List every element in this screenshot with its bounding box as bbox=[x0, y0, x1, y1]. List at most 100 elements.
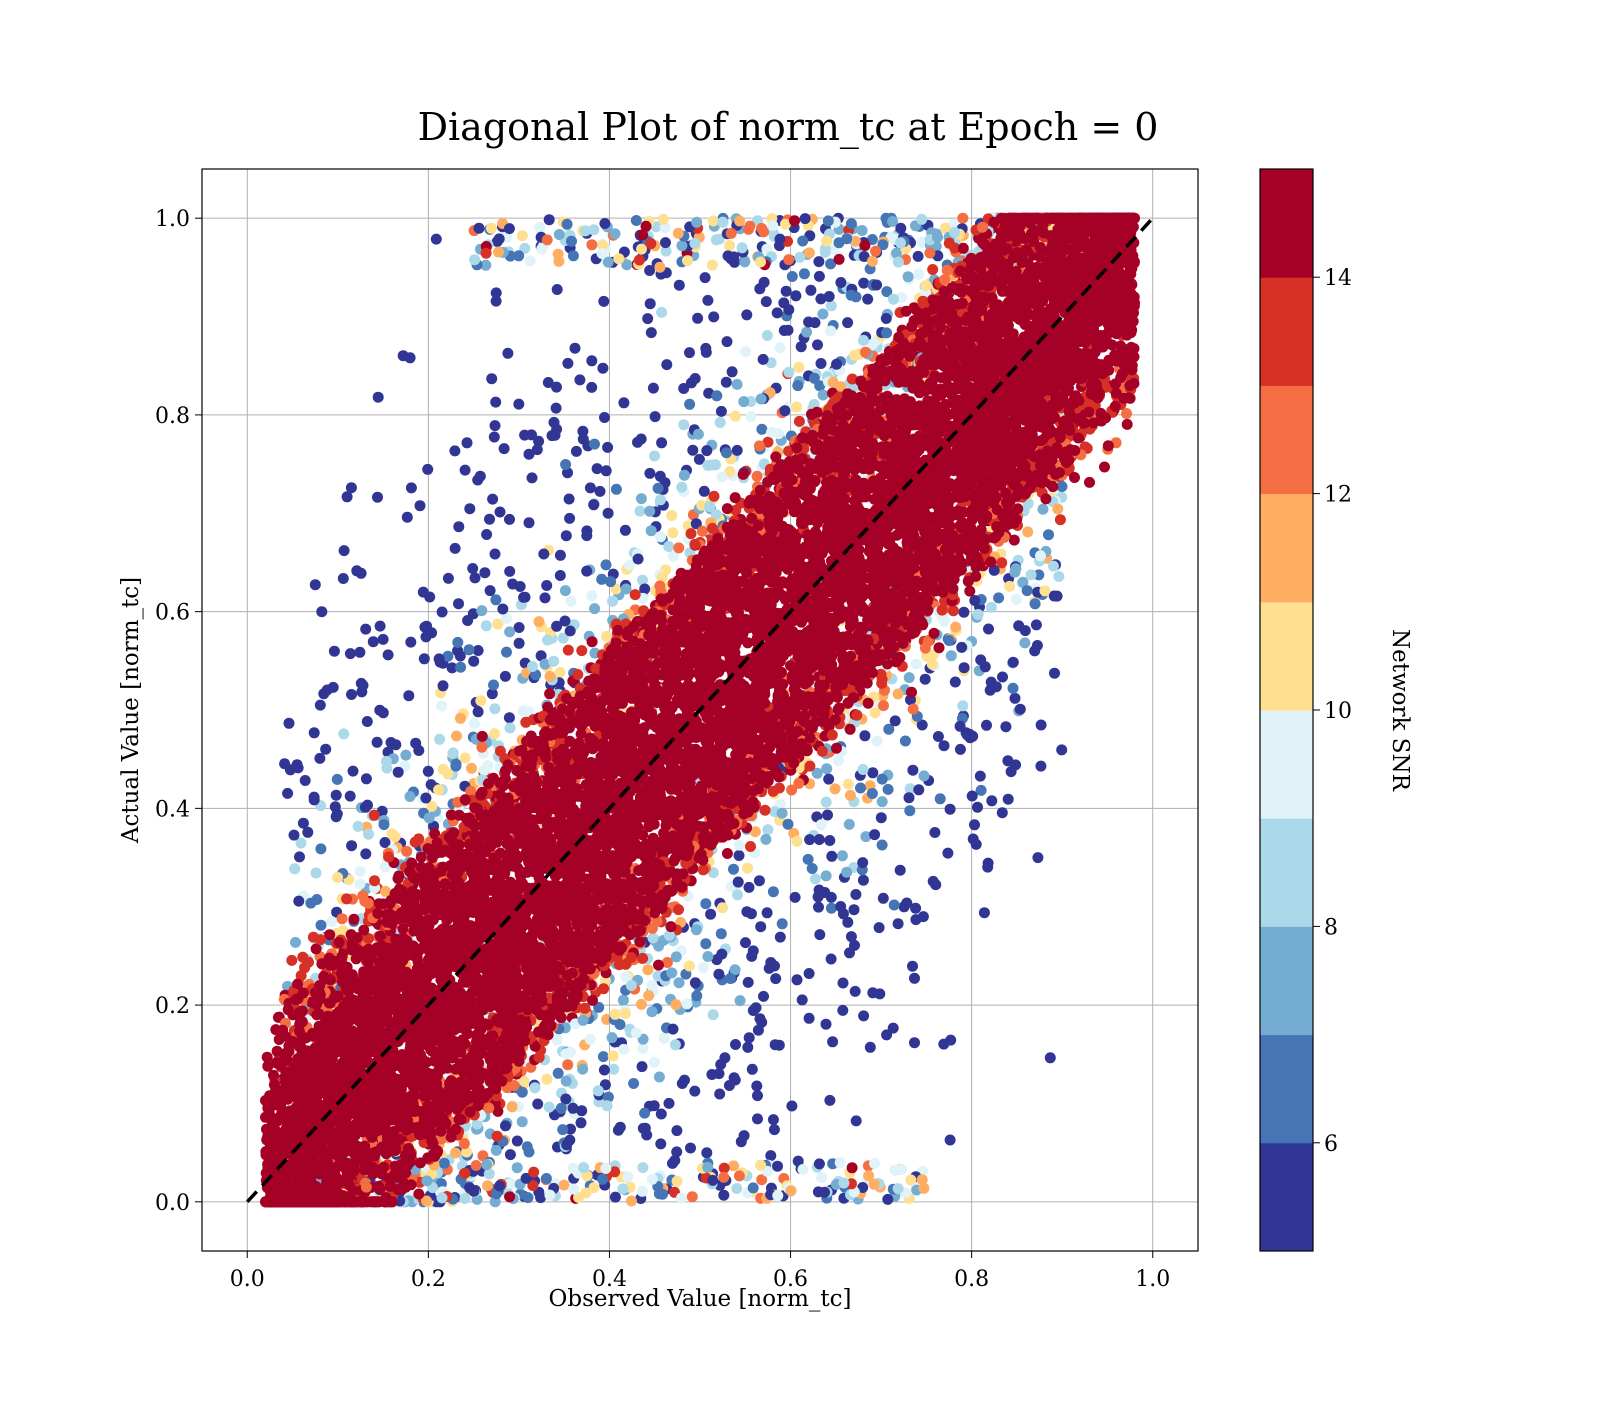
scatter-point bbox=[601, 465, 612, 476]
scatter-point bbox=[797, 236, 808, 247]
scatter-point bbox=[700, 898, 711, 909]
scatter-point bbox=[637, 1186, 648, 1197]
scatter-point bbox=[847, 1162, 858, 1173]
scatter-point bbox=[574, 374, 585, 385]
scatter-point bbox=[698, 962, 709, 973]
scatter-point bbox=[1045, 1052, 1056, 1063]
scatter-point bbox=[777, 918, 788, 929]
scatter-point bbox=[967, 791, 978, 802]
scatter-point bbox=[870, 246, 881, 257]
scatter-point bbox=[718, 1190, 729, 1201]
scatter-point bbox=[585, 1034, 596, 1045]
scatter-point bbox=[1015, 704, 1026, 715]
scatter-point bbox=[504, 566, 515, 577]
scatter-point bbox=[433, 784, 444, 795]
scatter-point bbox=[893, 918, 904, 929]
scatter-point bbox=[655, 531, 666, 542]
scatter-point bbox=[1022, 585, 1033, 596]
scatter-point bbox=[740, 937, 751, 948]
scatter-point bbox=[855, 783, 866, 794]
scatter-point bbox=[983, 624, 994, 635]
scatter-point bbox=[302, 827, 313, 838]
scatter-point bbox=[929, 827, 940, 838]
scatter-point bbox=[945, 1135, 956, 1146]
scatter-point bbox=[904, 805, 915, 816]
scatter-point bbox=[850, 986, 861, 997]
scatter-point bbox=[331, 811, 342, 822]
scatter-point bbox=[504, 223, 515, 234]
scatter-point bbox=[867, 788, 878, 799]
scatter-point bbox=[562, 358, 573, 369]
scatter-point bbox=[972, 802, 983, 813]
scatter-point bbox=[716, 928, 727, 939]
scatter-point bbox=[1019, 637, 1030, 648]
scatter-point bbox=[320, 744, 331, 755]
scatter-point bbox=[917, 296, 928, 307]
scatter-point bbox=[986, 795, 997, 806]
scatter-point bbox=[481, 620, 492, 631]
scatter-point bbox=[717, 217, 728, 228]
scatter-point bbox=[835, 901, 846, 912]
scatter-point bbox=[752, 1090, 763, 1101]
scatter-point bbox=[671, 951, 682, 962]
scatter-point bbox=[959, 662, 970, 673]
scatter-point bbox=[482, 760, 493, 771]
scatter-point bbox=[822, 810, 833, 821]
scatter-point bbox=[293, 896, 304, 907]
scatter-point bbox=[598, 296, 609, 307]
scatter-point bbox=[658, 214, 669, 225]
scatter-point bbox=[765, 1150, 776, 1161]
scatter-point bbox=[490, 594, 501, 605]
scatter-point bbox=[642, 964, 653, 975]
scatter-point bbox=[653, 960, 664, 971]
scatter-point bbox=[835, 1157, 846, 1168]
scatter-point bbox=[656, 307, 667, 318]
scatter-point bbox=[945, 804, 956, 815]
scatter-point bbox=[605, 576, 616, 587]
scatter-point bbox=[551, 621, 562, 632]
scatter-point bbox=[421, 631, 432, 642]
scatter-point bbox=[495, 507, 506, 518]
scatter-point bbox=[620, 1008, 631, 1019]
scatter-point bbox=[893, 257, 904, 268]
scatter-point bbox=[798, 1164, 809, 1175]
scatter-point bbox=[838, 978, 849, 989]
scatter-point bbox=[354, 647, 365, 658]
scatter-point bbox=[704, 501, 715, 512]
scatter-point bbox=[372, 492, 383, 503]
scatter-point bbox=[544, 214, 555, 225]
scatter-point bbox=[724, 240, 735, 251]
scatter-point bbox=[730, 1039, 741, 1050]
scatter-point bbox=[1122, 419, 1133, 430]
scatter-point bbox=[597, 248, 608, 259]
scatter-point bbox=[406, 482, 417, 493]
scatter-point bbox=[770, 973, 781, 984]
scatter-point bbox=[955, 721, 966, 732]
scatter-point bbox=[895, 223, 906, 234]
scatter-point bbox=[621, 584, 632, 595]
scatter-point bbox=[534, 1052, 545, 1063]
scatter-point bbox=[673, 542, 684, 553]
scatter-point bbox=[939, 740, 950, 751]
scatter-point bbox=[481, 248, 492, 259]
scatter-point bbox=[932, 232, 943, 243]
scatter-point bbox=[500, 1120, 511, 1131]
scatter-point bbox=[504, 514, 515, 525]
scatter-point bbox=[499, 443, 510, 454]
scatter-point bbox=[553, 249, 564, 260]
scatter-point bbox=[311, 868, 322, 879]
scatter-point bbox=[849, 904, 860, 915]
scatter-point bbox=[530, 1082, 541, 1093]
scatter-point bbox=[538, 549, 549, 560]
scatter-point bbox=[981, 720, 992, 731]
scatter-point bbox=[660, 237, 671, 248]
scatter-point bbox=[869, 1158, 880, 1169]
scatter-point bbox=[957, 700, 968, 711]
scatter-point bbox=[920, 674, 931, 685]
scatter-point bbox=[843, 779, 854, 790]
scatter-point bbox=[641, 221, 652, 232]
scatter-point bbox=[504, 1191, 515, 1202]
scatter-point bbox=[760, 834, 771, 845]
scatter-point bbox=[791, 402, 802, 413]
scatter-point bbox=[378, 634, 389, 645]
